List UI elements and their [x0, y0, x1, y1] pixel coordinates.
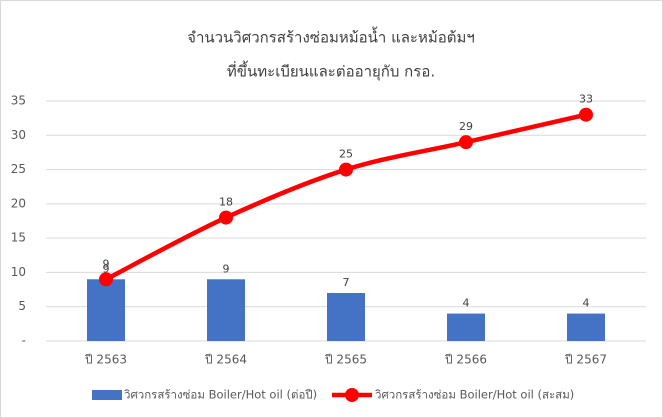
bar [207, 279, 245, 341]
data-label: 9 [103, 257, 110, 270]
x-tick-label: ปี 2564 [204, 353, 247, 367]
y-tick-label: 10 [11, 265, 26, 279]
x-tick-label: ปี 2565 [324, 353, 367, 367]
line-point [99, 272, 113, 287]
line-point [579, 107, 593, 122]
y-tick-label: 5 [18, 299, 26, 313]
data-label: 25 [339, 148, 353, 161]
x-tick-label: ปี 2563 [84, 353, 127, 367]
line-point [219, 210, 233, 225]
y-tick-label: 30 [11, 128, 26, 142]
data-label: 9 [223, 262, 230, 275]
y-tick-label: 20 [11, 196, 26, 210]
data-label: 9 [103, 262, 110, 275]
data-label: 18 [219, 196, 233, 209]
y-tick-label: 15 [11, 231, 26, 245]
chart-title: จำนวนวิศวกรสร้างซ่อมหม้อน้ำ และหม้อต้มฯ [187, 27, 475, 47]
line-point [339, 162, 353, 177]
y-tick-label: - [22, 334, 26, 348]
data-label: 4 [463, 297, 470, 310]
data-label: 7 [343, 276, 350, 289]
chart-subtitle: ที่ขึ้นทะเบียนและต่ออายุกับ กรอ. [227, 61, 435, 82]
legend-swatch [345, 388, 359, 402]
x-tick-label: ปี 2566 [444, 353, 487, 367]
bar [447, 313, 485, 341]
x-tick-label: ปี 2567 [564, 353, 607, 367]
y-tick-label: 25 [11, 162, 26, 176]
data-label: 4 [583, 297, 590, 310]
legend-swatch [92, 390, 122, 400]
data-label: 33 [579, 93, 593, 106]
bar [327, 293, 365, 341]
bar [567, 313, 605, 341]
legend-label: วิศวกรสร้างซ่อม Boiler/Hot oil (ต่อปี) [123, 388, 317, 402]
line-point [459, 135, 473, 150]
legend-label: วิศวกรสร้างซ่อม Boiler/Hot oil (สะสม) [374, 388, 574, 402]
data-label: 29 [459, 120, 473, 133]
y-tick-label: 35 [11, 94, 26, 108]
bar [87, 279, 125, 341]
